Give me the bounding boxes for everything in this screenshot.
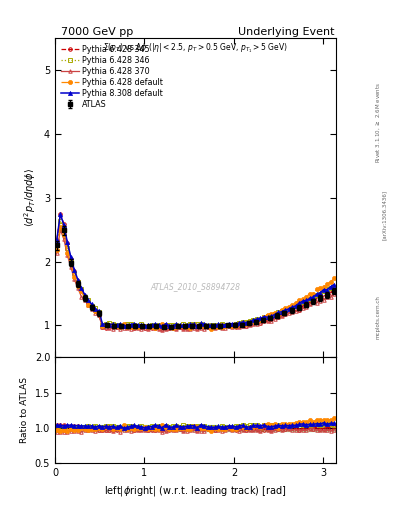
Pythia 6.428 345 xyxy=(226,323,231,329)
Pythia 6.428 370 xyxy=(230,324,235,330)
Text: ATLAS_2010_S8894728: ATLAS_2010_S8894728 xyxy=(151,283,241,291)
Pythia 6.428 370 xyxy=(58,227,62,233)
Pythia 8.308 default xyxy=(58,211,62,217)
Pythia 6.428 default xyxy=(307,290,312,296)
Pythia 6.428 370 xyxy=(307,301,312,307)
Pythia 8.308 default xyxy=(332,282,336,288)
Pythia 6.428 370 xyxy=(55,250,59,256)
Pythia 8.308 default xyxy=(226,321,231,327)
Text: $\Sigma(p_T)$ vs.$\Delta\phi$ ($|\eta| < 2.5$, $p_T > 0.5$ GeV, $p_{T_1} > 5$ Ge: $\Sigma(p_T)$ vs.$\Delta\phi$ ($|\eta| <… xyxy=(103,41,288,55)
Pythia 6.428 345 xyxy=(58,211,62,217)
Bar xyxy=(55,425,336,431)
Pythia 6.428 370 xyxy=(251,321,256,327)
Pythia 6.428 345 xyxy=(332,287,336,293)
Pythia 6.428 370 xyxy=(226,323,231,329)
Text: mcplots.cern.ch: mcplots.cern.ch xyxy=(376,295,381,339)
Pythia 6.428 default xyxy=(241,320,245,326)
Pythia 6.428 346 xyxy=(153,324,158,330)
Line: Pythia 8.308 default: Pythia 8.308 default xyxy=(55,212,336,329)
Pythia 6.428 345 xyxy=(230,323,235,329)
Pythia 6.428 default xyxy=(181,323,185,329)
Pythia 8.308 default xyxy=(184,322,189,328)
Line: Pythia 6.428 default: Pythia 6.428 default xyxy=(55,225,336,331)
Pythia 6.428 346 xyxy=(332,284,336,290)
Pythia 6.428 370 xyxy=(241,323,245,329)
Pythia 8.308 default xyxy=(307,295,312,302)
Text: [arXiv:1306.3436]: [arXiv:1306.3436] xyxy=(382,190,387,240)
Pythia 6.428 346 xyxy=(307,296,312,302)
Pythia 6.428 default xyxy=(226,322,231,328)
Pythia 6.428 345 xyxy=(160,326,165,332)
Pythia 6.428 345 xyxy=(55,237,59,243)
Pythia 6.428 default xyxy=(55,246,59,252)
Pythia 6.428 default xyxy=(230,324,235,330)
Pythia 8.308 default xyxy=(160,324,165,330)
Pythia 6.428 default xyxy=(209,326,214,332)
Line: Pythia 6.428 370: Pythia 6.428 370 xyxy=(55,228,336,332)
Pythia 6.428 370 xyxy=(332,291,336,297)
Pythia 6.428 default xyxy=(332,275,336,281)
Pythia 8.308 default xyxy=(241,319,245,325)
Pythia 6.428 default xyxy=(251,318,256,325)
Pythia 6.428 default xyxy=(58,224,62,230)
Pythia 6.428 345 xyxy=(307,300,312,306)
Pythia 6.428 346 xyxy=(184,322,189,328)
Pythia 6.428 346 xyxy=(55,242,59,248)
Pythia 6.428 346 xyxy=(230,322,235,328)
Pythia 6.428 370 xyxy=(160,327,165,333)
Legend: Pythia 6.428 345, Pythia 6.428 346, Pythia 6.428 370, Pythia 6.428 default, Pyth: Pythia 6.428 345, Pythia 6.428 346, Pyth… xyxy=(59,42,166,111)
X-axis label: left$|\phi$right$|$ (w.r.t. leading track) [rad]: left$|\phi$right$|$ (w.r.t. leading trac… xyxy=(104,484,287,498)
Pythia 6.428 345 xyxy=(241,322,245,328)
Pythia 8.308 default xyxy=(55,237,59,243)
Pythia 6.428 370 xyxy=(184,326,189,332)
Line: Pythia 6.428 345: Pythia 6.428 345 xyxy=(55,212,336,330)
Y-axis label: $\langle d^2 p_T / d\eta d\phi \rangle$: $\langle d^2 p_T / d\eta d\phi \rangle$ xyxy=(22,168,39,227)
Pythia 6.428 346 xyxy=(241,319,245,325)
Pythia 6.428 346 xyxy=(226,322,231,328)
Line: Pythia 6.428 346: Pythia 6.428 346 xyxy=(55,219,336,329)
Pythia 8.308 default xyxy=(251,317,256,323)
Text: 7000 GeV pp: 7000 GeV pp xyxy=(61,27,133,37)
Pythia 6.428 345 xyxy=(184,325,189,331)
Pythia 6.428 345 xyxy=(251,320,256,326)
Pythia 6.428 346 xyxy=(58,218,62,224)
Pythia 6.428 346 xyxy=(251,316,256,323)
Text: Rivet 3.1.10, $\geq$ 2.6M events: Rivet 3.1.10, $\geq$ 2.6M events xyxy=(375,82,382,163)
Text: Underlying Event: Underlying Event xyxy=(237,27,334,37)
Pythia 8.308 default xyxy=(230,321,235,327)
Y-axis label: Ratio to ATLAS: Ratio to ATLAS xyxy=(20,377,29,443)
